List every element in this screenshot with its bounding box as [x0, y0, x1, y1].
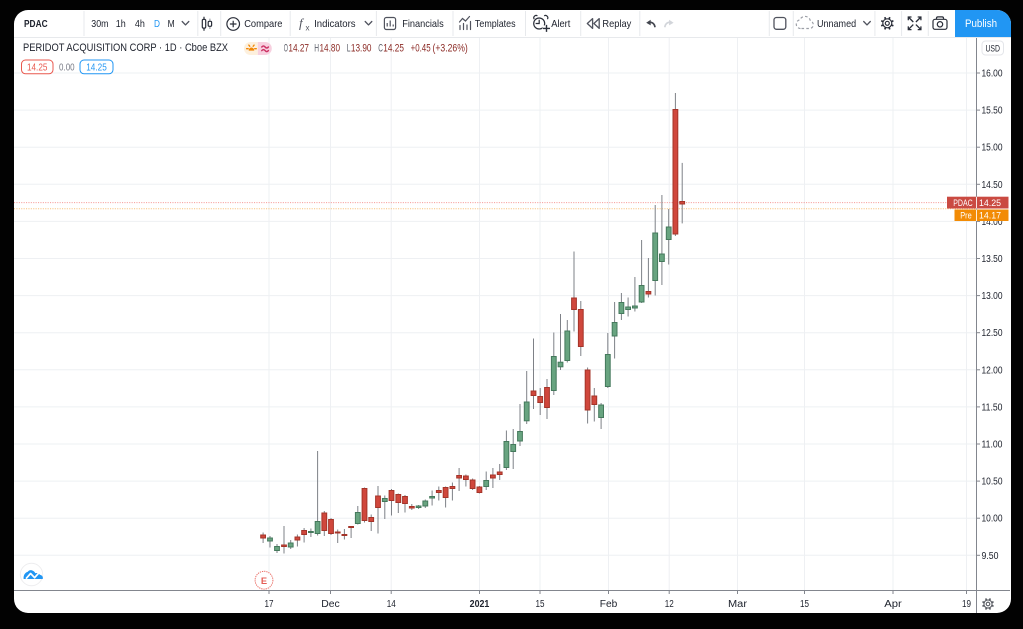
svg-text:14.25: 14.25 — [979, 198, 1001, 209]
svg-text:10.50: 10.50 — [982, 477, 1003, 488]
svg-text:14.25: 14.25 — [383, 42, 404, 54]
svg-text:15.50: 15.50 — [982, 106, 1003, 117]
svg-text:Apr: Apr — [884, 599, 902, 610]
svg-text:15: 15 — [800, 599, 809, 610]
svg-text:11.50: 11.50 — [982, 402, 1003, 413]
svg-text:C: C — [378, 42, 383, 54]
svg-text:(+3.26%): (+3.26%) — [433, 42, 468, 54]
svg-text:Financials: Financials — [402, 18, 444, 30]
svg-text:Alert: Alert — [551, 18, 570, 30]
svg-text:13.90: 13.90 — [351, 42, 372, 54]
svg-text:14: 14 — [387, 599, 396, 610]
svg-text:9.50: 9.50 — [982, 551, 999, 562]
svg-text:0.00: 0.00 — [59, 61, 75, 73]
svg-text:Replay: Replay — [602, 18, 632, 30]
svg-text:14.50: 14.50 — [982, 180, 1003, 191]
svg-text:Feb: Feb — [600, 599, 618, 610]
svg-text:H: H — [314, 42, 319, 54]
svg-text:PDAC: PDAC — [953, 198, 973, 209]
svg-text:f: f — [299, 16, 305, 31]
svg-text:M: M — [168, 18, 175, 30]
svg-text:x: x — [306, 24, 310, 33]
svg-text:15: 15 — [536, 599, 545, 610]
svg-text:PERIDOT ACQUISITION CORP · 1D: PERIDOT ACQUISITION CORP · 1D · Cboe BZX — [23, 42, 228, 54]
svg-text:Indicators: Indicators — [314, 18, 356, 30]
svg-text:12.00: 12.00 — [982, 365, 1003, 376]
svg-text:13.50: 13.50 — [982, 254, 1003, 265]
svg-text:14.25: 14.25 — [27, 61, 48, 73]
svg-text:Compare: Compare — [244, 18, 282, 30]
svg-text:11.00: 11.00 — [982, 440, 1003, 451]
svg-text:12: 12 — [665, 599, 674, 610]
svg-text:14.27: 14.27 — [288, 42, 309, 54]
svg-text:12.50: 12.50 — [982, 328, 1003, 339]
svg-text:Unnamed: Unnamed — [817, 18, 856, 30]
svg-text:E: E — [261, 576, 267, 586]
svg-text:Dec: Dec — [321, 599, 340, 610]
svg-text:13.00: 13.00 — [982, 291, 1003, 302]
svg-text:Pre: Pre — [960, 210, 972, 221]
svg-text:16.00: 16.00 — [982, 69, 1003, 80]
svg-text:Publish: Publish — [965, 18, 997, 30]
svg-text:14.25: 14.25 — [86, 61, 107, 73]
svg-text:D: D — [154, 18, 160, 30]
svg-text:14.17: 14.17 — [979, 210, 1001, 221]
svg-text:10.00: 10.00 — [982, 514, 1003, 525]
svg-text:2021: 2021 — [470, 599, 490, 610]
svg-text:+0.45: +0.45 — [411, 42, 431, 54]
svg-text:L: L — [347, 42, 351, 54]
svg-text:Templates: Templates — [475, 18, 516, 30]
svg-text:19: 19 — [962, 599, 971, 610]
svg-text:30m: 30m — [91, 18, 108, 30]
svg-text:Mar: Mar — [728, 599, 748, 610]
svg-text:1h: 1h — [116, 18, 126, 30]
svg-text:14.00: 14.00 — [982, 217, 1003, 228]
svg-text:4h: 4h — [135, 18, 145, 30]
svg-text:PDAC: PDAC — [24, 18, 48, 30]
svg-text:17: 17 — [265, 599, 274, 610]
svg-text:14.80: 14.80 — [320, 42, 341, 54]
svg-text:15.00: 15.00 — [982, 143, 1003, 154]
svg-text:USD: USD — [985, 44, 1000, 54]
svg-text:O: O — [284, 42, 288, 54]
